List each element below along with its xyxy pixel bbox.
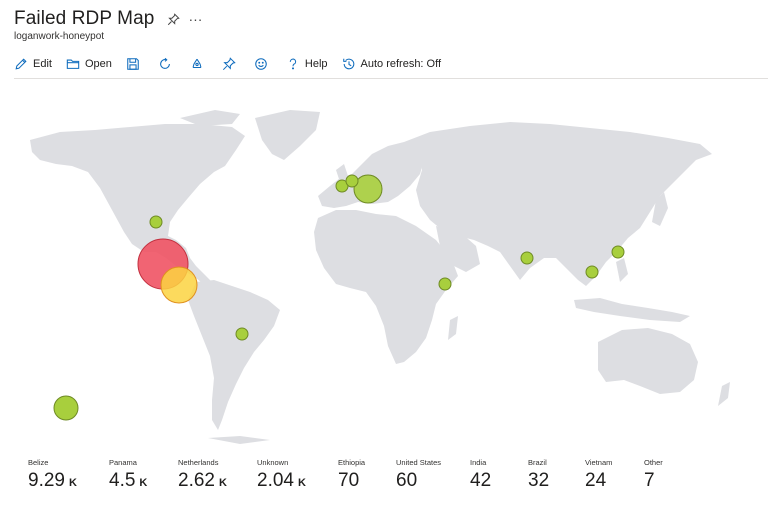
bubble-east-asia[interactable] bbox=[611, 245, 625, 259]
tile-label: Ethiopia bbox=[338, 458, 366, 467]
clone-button[interactable] bbox=[190, 57, 204, 71]
tile-value: 60 bbox=[396, 470, 418, 491]
land-philippines bbox=[616, 258, 628, 282]
more-options-icon[interactable]: ··· bbox=[188, 11, 203, 27]
auto-refresh-label: Auto refresh: Off bbox=[360, 58, 442, 70]
pin-to-dashboard-button[interactable] bbox=[222, 57, 236, 71]
tile-united-states[interactable]: United States 60 bbox=[396, 458, 441, 492]
tile-ethiopia[interactable]: Ethiopia 70 bbox=[338, 458, 365, 492]
bubble-uk-2[interactable] bbox=[345, 174, 359, 188]
tile-label: United States bbox=[396, 458, 442, 467]
tile-panama[interactable]: Panama 4.5 K bbox=[109, 458, 147, 492]
land-antarctic-fringe bbox=[208, 436, 270, 444]
tile-brazil[interactable]: Brazil 32 bbox=[528, 458, 553, 492]
tile-value: 24 bbox=[585, 470, 607, 491]
tile-unit: K bbox=[297, 477, 306, 489]
help-label: Help bbox=[304, 58, 328, 70]
workspace-subtitle: loganwork-honeypot bbox=[14, 31, 105, 42]
pin-icon[interactable] bbox=[166, 12, 180, 26]
bubble-brazil[interactable] bbox=[235, 327, 249, 341]
land-south-america bbox=[188, 280, 280, 430]
tile-value: 32 bbox=[528, 470, 550, 491]
tile-label: Netherlands bbox=[178, 458, 219, 467]
bubble-vietnam[interactable] bbox=[585, 265, 599, 279]
land-japan bbox=[652, 192, 668, 226]
tile-value: 7 bbox=[644, 470, 655, 491]
tile-other[interactable]: Other 7 bbox=[644, 458, 663, 492]
land-uk bbox=[336, 164, 348, 182]
land-madagascar bbox=[448, 316, 458, 340]
bubble-layer bbox=[53, 174, 625, 421]
land-arabia bbox=[436, 226, 480, 272]
help-icon bbox=[289, 58, 296, 70]
feedback-button[interactable] bbox=[254, 57, 268, 71]
tile-label: Vietnam bbox=[585, 458, 613, 467]
tile-india[interactable]: India 42 bbox=[470, 458, 495, 492]
bubble-panama[interactable] bbox=[160, 266, 198, 304]
tile-netherlands[interactable]: Netherlands 2.62 K bbox=[178, 458, 227, 492]
land-new-zealand bbox=[718, 382, 730, 406]
help-button[interactable]: Help bbox=[286, 57, 328, 71]
world-map[interactable] bbox=[0, 100, 768, 450]
save-button[interactable] bbox=[126, 57, 140, 71]
open-button[interactable]: Open bbox=[66, 57, 112, 71]
open-label: Open bbox=[84, 58, 112, 70]
bubble-united-states[interactable] bbox=[149, 215, 163, 229]
refresh-icon bbox=[160, 57, 170, 69]
tile-unit: K bbox=[139, 477, 148, 489]
page-title: Failed RDP Map bbox=[14, 8, 155, 29]
refresh-button[interactable] bbox=[158, 57, 172, 71]
auto-refresh-button[interactable]: Auto refresh: Off bbox=[342, 57, 442, 71]
tile-label: India bbox=[470, 458, 487, 467]
tile-value: 4.5 bbox=[109, 470, 136, 491]
folder-icon bbox=[66, 59, 80, 69]
bubble-netherlands[interactable] bbox=[353, 174, 383, 204]
tile-label: Other bbox=[644, 458, 663, 467]
bubble-ethiopia[interactable] bbox=[438, 277, 452, 291]
tile-value: 70 bbox=[338, 470, 360, 491]
edit-button[interactable]: Edit bbox=[14, 57, 52, 71]
tile-vietnam[interactable]: Vietnam 24 bbox=[585, 458, 612, 492]
bubble-india[interactable] bbox=[520, 251, 534, 265]
land-masses bbox=[30, 110, 730, 444]
tile-unit: K bbox=[218, 477, 227, 489]
tile-unknown[interactable]: Unknown 2.04 K bbox=[257, 458, 306, 492]
history-icon bbox=[342, 58, 354, 70]
pin-icon bbox=[222, 57, 236, 71]
land-north-america bbox=[30, 124, 245, 286]
tile-label: Panama bbox=[109, 458, 137, 467]
land-indonesia bbox=[574, 298, 690, 322]
land-arctic-islands bbox=[180, 110, 240, 126]
land-asia bbox=[404, 122, 712, 286]
save-icon bbox=[127, 58, 139, 70]
tile-label: Brazil bbox=[528, 458, 547, 467]
tile-value: 2.04 bbox=[257, 470, 294, 491]
land-africa bbox=[314, 210, 458, 364]
tile-unit: K bbox=[68, 477, 77, 489]
land-australia bbox=[598, 328, 698, 394]
world-map-svg bbox=[30, 110, 730, 444]
bubble-unknown[interactable] bbox=[53, 395, 79, 421]
edit-icon bbox=[15, 58, 27, 70]
tile-value: 2.62 bbox=[178, 470, 215, 491]
tile-label: Unknown bbox=[257, 458, 289, 467]
edit-label: Edit bbox=[33, 58, 52, 70]
tile-value: 9.29 bbox=[28, 470, 65, 491]
tile-label: Belize bbox=[28, 458, 49, 467]
toolbar: Edit Open Help bbox=[14, 54, 455, 74]
smiley-icon bbox=[255, 58, 267, 70]
toolbar-divider bbox=[14, 78, 768, 79]
tile-belize[interactable]: Belize 9.29 K bbox=[28, 458, 77, 492]
land-greenland bbox=[255, 110, 320, 160]
tile-value: 42 bbox=[470, 470, 492, 491]
share-cycle-icon bbox=[192, 58, 202, 69]
page-header: Failed RDP Map ··· bbox=[14, 6, 202, 32]
